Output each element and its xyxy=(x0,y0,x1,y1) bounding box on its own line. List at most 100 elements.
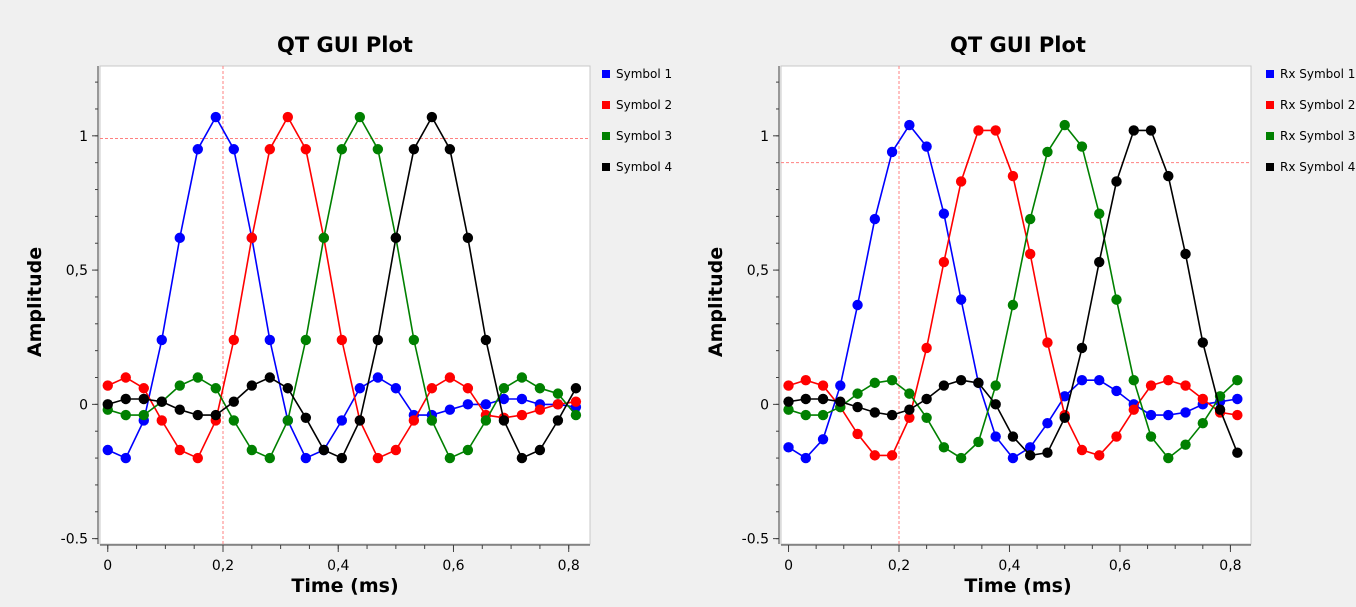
data-point xyxy=(1128,374,1139,386)
data-point xyxy=(498,393,510,405)
data-point xyxy=(318,444,330,456)
data-point xyxy=(1214,404,1226,415)
y-tick-label: 0,5 xyxy=(747,263,769,279)
x-tick-label: 0,2 xyxy=(888,558,910,574)
line-chart-right[interactable]: QT GUI Plot Time (ms) Amplitude -0.5 0 0,5… xyxy=(680,0,1356,607)
data-point xyxy=(938,208,950,219)
data-point xyxy=(336,452,348,464)
data-point xyxy=(783,380,794,391)
data-point xyxy=(938,442,950,453)
data-point xyxy=(955,294,967,305)
data-point xyxy=(534,383,546,394)
data-point xyxy=(120,372,131,383)
data-point xyxy=(1197,337,1209,348)
data-point xyxy=(498,415,510,426)
data-point xyxy=(534,444,546,456)
series-3 xyxy=(102,111,582,464)
plot-panel-right: QT GUI Plot Time (ms) Amplitude -0.5 0 0,5… xyxy=(680,0,1356,607)
series-2 xyxy=(102,111,582,464)
data-point xyxy=(120,452,131,464)
data-point xyxy=(1094,256,1105,268)
data-point xyxy=(372,372,384,383)
data-point xyxy=(1145,431,1157,442)
data-point xyxy=(192,409,203,421)
data-point xyxy=(886,374,898,386)
data-point xyxy=(390,383,402,394)
data-point xyxy=(480,334,492,346)
data-point xyxy=(264,372,276,383)
data-point xyxy=(498,383,510,394)
data-point xyxy=(938,380,950,391)
data-point xyxy=(300,452,312,464)
data-point xyxy=(246,380,258,391)
data-point xyxy=(426,383,438,394)
data-point xyxy=(516,393,528,405)
data-point xyxy=(156,396,167,407)
data-point xyxy=(817,434,829,445)
data-point xyxy=(354,383,366,394)
data-point xyxy=(516,372,528,383)
data-point xyxy=(1163,452,1174,464)
x-tick-label: 0,6 xyxy=(1109,558,1131,574)
data-point xyxy=(516,409,528,421)
data-point xyxy=(1128,125,1139,136)
chart-title: QT GUI Plot xyxy=(950,33,1086,57)
data-point xyxy=(318,232,330,244)
line-chart-left[interactable]: QT GUI Plot Time (ms) Amplitude -0.5 0 0,5… xyxy=(0,0,680,607)
data-point xyxy=(886,409,898,421)
plot-area xyxy=(99,65,591,545)
data-point xyxy=(921,342,932,354)
data-point xyxy=(1094,208,1105,219)
data-point xyxy=(192,372,203,383)
data-point xyxy=(570,409,582,421)
data-point xyxy=(336,334,348,346)
data-point xyxy=(282,383,294,394)
legend-label: Symbol 4 xyxy=(616,160,672,174)
data-point xyxy=(300,144,312,155)
data-point xyxy=(1232,409,1243,421)
data-point xyxy=(354,415,366,426)
y-tick-label: 1 xyxy=(760,129,769,145)
data-point xyxy=(904,388,915,399)
legend-swatch xyxy=(602,70,610,78)
legend-label: Rx Symbol 4 xyxy=(1280,160,1355,174)
data-point xyxy=(426,111,438,123)
data-point xyxy=(1180,407,1191,418)
data-point xyxy=(408,144,420,155)
data-point xyxy=(1076,141,1088,152)
data-point xyxy=(120,393,131,405)
data-point xyxy=(1059,412,1070,423)
data-point xyxy=(852,428,863,440)
x-tick-label: 0,6 xyxy=(442,558,464,574)
data-point xyxy=(1076,444,1088,456)
data-point xyxy=(264,334,276,346)
legend-label: Symbol 3 xyxy=(616,129,672,143)
data-point xyxy=(444,372,456,383)
data-point xyxy=(246,444,258,456)
y-tick-label: -0.5 xyxy=(742,532,769,548)
series-3 xyxy=(783,119,1243,464)
data-point xyxy=(138,383,149,394)
data-point xyxy=(783,404,794,415)
data-point xyxy=(138,409,149,421)
data-point xyxy=(973,125,984,136)
data-point xyxy=(1163,374,1174,386)
x-tick-label: 0,2 xyxy=(212,558,234,574)
data-point xyxy=(921,412,932,423)
data-point xyxy=(264,144,276,155)
data-point xyxy=(852,401,863,413)
data-point xyxy=(1024,248,1036,260)
data-point xyxy=(852,388,863,399)
data-point xyxy=(973,436,984,448)
data-point xyxy=(282,415,294,426)
data-point xyxy=(1232,447,1243,458)
data-point xyxy=(938,256,950,268)
y-axis-title: Amplitude xyxy=(24,247,46,357)
data-point xyxy=(444,452,456,464)
legend-swatch xyxy=(1266,132,1274,140)
data-point xyxy=(138,393,149,405)
data-point xyxy=(552,399,564,410)
data-point xyxy=(1094,374,1105,386)
data-point xyxy=(783,442,794,453)
data-point xyxy=(1007,170,1019,182)
